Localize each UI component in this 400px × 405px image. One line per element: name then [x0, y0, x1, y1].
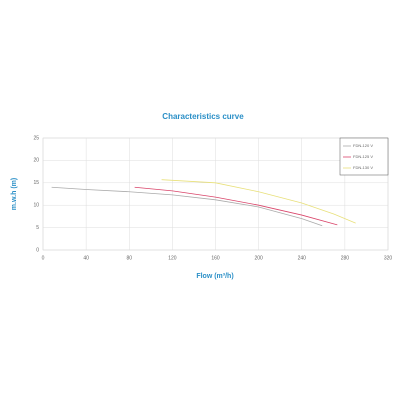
x-axis-label: Flow (m³/h) — [196, 273, 233, 280]
x-tick-label: 120 — [168, 255, 177, 261]
y-tick-label: 20 — [33, 158, 39, 164]
legend-box — [339, 137, 389, 176]
legend-label: FDN-130 V — [353, 165, 373, 170]
x-tick-label: 0 — [42, 255, 45, 261]
y-tick-label: 0 — [36, 247, 39, 253]
x-tick-label: 160 — [211, 255, 220, 261]
y-tick-label: 25 — [33, 135, 39, 141]
x-tick-label: 240 — [298, 255, 307, 261]
y-tick-label: 5 — [36, 225, 39, 231]
chart-title: Characteristics curve — [162, 112, 244, 121]
x-tick-label: 80 — [126, 255, 132, 261]
series-line — [134, 186, 338, 226]
x-tick-label: 320 — [384, 255, 393, 261]
series-line — [161, 179, 356, 224]
y-axis-label: m.w.h (m) — [11, 178, 18, 210]
x-tick-label: 200 — [254, 255, 263, 261]
series-line — [51, 186, 323, 227]
legend-label: FDN-120 V — [353, 143, 373, 148]
x-tick-label: 40 — [83, 255, 89, 261]
y-tick-label: 15 — [33, 180, 39, 186]
x-tick-label: 280 — [341, 255, 350, 261]
y-tick-label: 10 — [33, 203, 39, 209]
legend-label: FDN-125 V — [353, 154, 373, 159]
